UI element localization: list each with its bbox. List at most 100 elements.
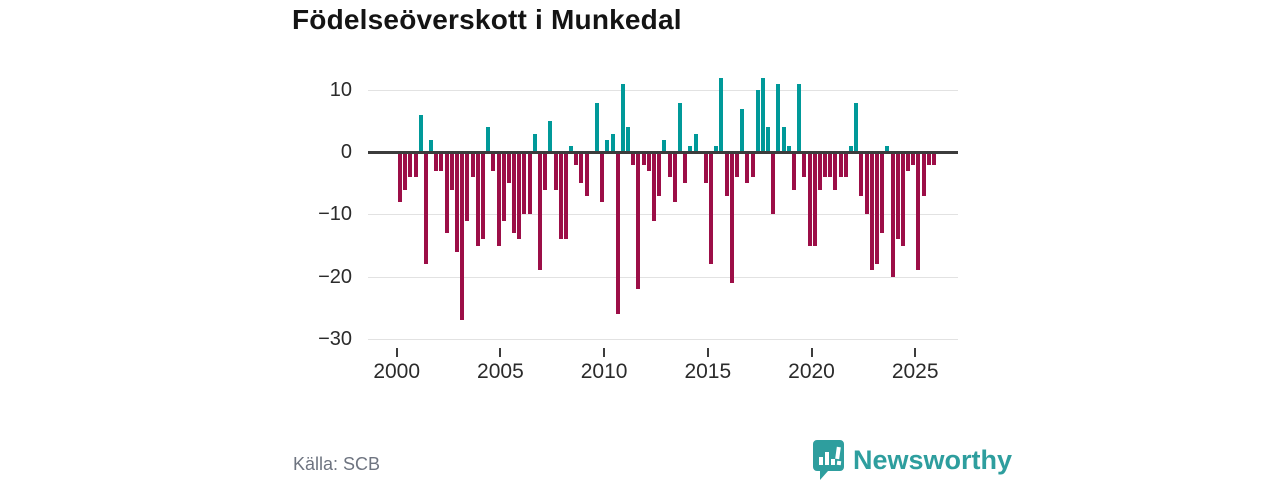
bar-negative (869, 152, 874, 271)
bar-negative (636, 152, 641, 290)
bar-positive (740, 108, 745, 153)
bar-negative (641, 152, 646, 165)
bar-positive (548, 121, 553, 153)
bar-negative (522, 152, 527, 215)
bar-negative (475, 152, 480, 246)
bar-negative (434, 152, 439, 171)
bar-negative (724, 152, 729, 196)
x-axis-tick (499, 348, 502, 357)
x-axis-tick (603, 348, 606, 357)
x-axis-label: 2020 (788, 360, 835, 383)
bar-positive (620, 83, 625, 153)
bar-negative (455, 152, 460, 252)
bar-positive (781, 127, 786, 153)
bar-positive (605, 139, 610, 153)
bar-positive (854, 102, 859, 153)
x-axis-label: 2000 (373, 360, 421, 383)
bar-positive (486, 127, 491, 153)
bar-negative (423, 152, 428, 265)
x-axis-tick (706, 348, 709, 357)
x-axis-label: 2015 (684, 360, 732, 383)
bar-negative (838, 152, 843, 178)
bar-negative (615, 152, 620, 314)
gridline (368, 276, 958, 278)
bar-negative (506, 152, 511, 184)
bar-negative (895, 152, 900, 240)
bar-negative (683, 152, 688, 184)
source-note: Källa: SCB (293, 454, 381, 474)
bar-positive (885, 146, 890, 153)
bar-negative (859, 152, 864, 196)
bar-negative (470, 152, 475, 178)
bar-positive (760, 77, 765, 153)
newsworthy-logo-icon (813, 440, 844, 480)
bar-negative (890, 152, 895, 277)
bar-positive (688, 146, 693, 153)
bar-negative (408, 152, 413, 178)
y-axis-label: −30 (318, 327, 352, 350)
bar-negative (802, 152, 807, 178)
bar-positive (595, 102, 599, 153)
bar-negative (413, 152, 418, 178)
bar-negative (926, 152, 931, 165)
x-axis-tick (810, 348, 813, 357)
bar-negative (921, 152, 926, 196)
y-axis-label: 0 (340, 141, 352, 164)
bar-negative (646, 152, 651, 171)
bar-negative (444, 152, 449, 234)
bar-positive (797, 83, 802, 153)
bar-positive (786, 146, 791, 153)
bar-negative (817, 152, 822, 190)
bar-positive (610, 133, 615, 153)
newsworthy-logo: Newsworthy (813, 440, 1012, 480)
bar-negative (558, 152, 563, 240)
bar-negative (574, 152, 579, 165)
chart-title: Födelseöverskott i Munkedal (292, 4, 682, 35)
bar-negative (398, 152, 402, 203)
bar-negative (672, 152, 677, 203)
bar-positive (849, 146, 854, 153)
bar-negative (828, 152, 833, 178)
newsworthy-logo-text: Newsworthy (853, 445, 1013, 475)
y-axis-label: 10 (329, 79, 352, 102)
bar-negative (709, 152, 714, 265)
bar-negative (880, 152, 885, 234)
y-axis-label: −20 (318, 265, 352, 288)
x-axis-label: 2005 (477, 360, 524, 383)
zero-line (368, 150, 958, 154)
bar-negative (703, 152, 708, 184)
bar-negative (496, 152, 501, 246)
bar-negative (465, 152, 470, 221)
bar-negative (906, 152, 911, 171)
bar-positive (569, 146, 574, 153)
bar-negative (600, 152, 605, 203)
bar-negative (771, 152, 776, 215)
bar-negative (543, 152, 548, 190)
bar-negative (657, 152, 662, 196)
bar-positive (677, 102, 682, 153)
bar-negative (823, 152, 828, 178)
y-axis-label: −10 (318, 203, 352, 226)
bar-negative (667, 152, 672, 178)
bar-positive (755, 90, 760, 153)
bar-negative (501, 152, 506, 221)
bar-negative (553, 152, 558, 190)
bar-positive (626, 127, 631, 153)
bar-negative (537, 152, 542, 271)
bar-negative (584, 152, 589, 196)
bar-positive (662, 139, 667, 153)
bar-negative (460, 152, 465, 321)
bar-negative (916, 152, 921, 271)
bar-positive (429, 139, 434, 153)
bar-negative (527, 152, 532, 215)
x-axis-label: 2025 (891, 360, 939, 383)
bar-negative (843, 152, 848, 178)
bar-negative (911, 152, 916, 165)
bar-negative (932, 152, 936, 165)
gridline (368, 90, 958, 92)
bar-negative (491, 152, 496, 171)
bar-negative (812, 152, 817, 246)
bar-negative (579, 152, 584, 184)
bar-negative (517, 152, 522, 240)
bar-negative (900, 152, 905, 246)
